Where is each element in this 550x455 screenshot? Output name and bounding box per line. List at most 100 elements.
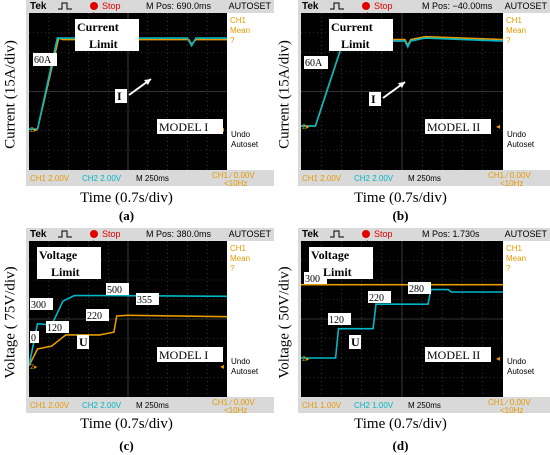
annotation-background (75, 19, 139, 51)
ch2-scale: CH2 1.00V (354, 401, 394, 410)
value-label: 300 (305, 274, 320, 285)
annotation-layer (30, 247, 223, 362)
autoset-button[interactable]: AUTOSET (504, 1, 547, 11)
trigger-level: CH1 ∕ 0.00V (212, 398, 255, 407)
annotation-background (328, 313, 351, 325)
ch1-scale: CH1 2.00V (30, 174, 70, 183)
x-axis-label: Time (0.7s/div) (80, 416, 173, 432)
timebase: M 250ms (136, 401, 169, 410)
autoset-button[interactable]: AUTOSET (504, 229, 547, 239)
x-axis-label: Time (0.7s/div) (354, 190, 447, 206)
annotation-background (157, 347, 223, 362)
scope-readout-bar: CH1 2.00V CH2 2.00V M 250ms CH1 ∕ 0.00V … (298, 172, 550, 188)
acquisition-status: Stop (374, 229, 393, 239)
measurement-value: ? (230, 264, 235, 273)
ch1-scale: CH1 2.00V (302, 174, 342, 183)
value-label: 120 (47, 323, 62, 334)
oscilloscope-display: Tek Stop M Pos: −40.00ms AUTOSET ↓ 2▸ ◂ Cu… (298, 0, 550, 188)
annotation-background (115, 89, 127, 103)
annotation-background (157, 119, 223, 134)
annotation-title-line2: Limit (323, 265, 352, 279)
trigger-readout: CH1 ∕ 0.00V <10Hz (212, 172, 255, 188)
annotation-title-line2: Limit (89, 37, 118, 51)
pointer-arrow-head (144, 79, 151, 85)
autoset-button[interactable]: AUTOSET (228, 1, 271, 11)
stop-indicator-icon (90, 230, 98, 238)
undo-label: Undo (231, 357, 251, 366)
trigger-pulse-icon (58, 230, 72, 238)
brand-label: Tek (302, 1, 319, 12)
measurement-channel: CH1 (506, 244, 523, 253)
undo-autoset-button[interactable]: Undo Autoset (507, 130, 534, 150)
annotation-background (425, 119, 491, 134)
value-label: 300 (31, 300, 46, 311)
value-label: 120 (329, 315, 344, 326)
figure-panel: Tek Stop M Pos: 1.730s AUTOSET ↓ 2▸ ◂ Volt… (276, 228, 550, 455)
annotation-background (425, 347, 491, 362)
y-axis-label: Current (15A/div) (276, 40, 293, 149)
ch2-scale: CH2 2.00V (82, 401, 122, 410)
scope-readout-bar: CH1 2.00V CH2 2.00V M 250ms CH1 ∕ 0.00V … (26, 399, 274, 415)
undo-autoset-button[interactable]: Undo Autoset (231, 357, 258, 377)
horizontal-position: M Pos: −40.00ms (422, 1, 493, 11)
undo-label: Undo (231, 130, 251, 139)
model-label: MODEL II (427, 120, 480, 134)
trigger-level-marker: ◂ (496, 354, 500, 363)
side-menu: CH1 Mean ? Undo Autoset (503, 241, 550, 397)
annotation-background (77, 335, 89, 349)
scope-status-bar: Tek Stop M Pos: −40.00ms AUTOSET ↓ (298, 0, 550, 19)
value-label: 220 (87, 311, 102, 322)
graticule (29, 241, 227, 397)
panel-caption: (d) (392, 438, 409, 453)
annotation-background (136, 293, 159, 305)
trace-marker-label: I (117, 89, 122, 103)
trigger-readout: CH1 ∕ 0.00V <10Hz (212, 399, 255, 415)
waveform-screen: 2▸ ◂ Voltage Limit MODEL I U 300 500 120 220 355 0 (29, 241, 227, 397)
horizontal-position: M Pos: 1.730s (422, 229, 480, 239)
waveform-plot: 2▸ ◂ Voltage Limit MODEL I U 300 500 120 220 355 0 (29, 241, 227, 397)
waveform-screen: 2▸ ◂ Current Limit MODEL II I 60A (301, 13, 503, 170)
value-label: 0 (31, 333, 36, 344)
annotation-background (304, 56, 328, 69)
ch1-trace (29, 314, 227, 367)
measurement-readout: CH1 Mean ? (230, 16, 250, 46)
ch1-ground-marker: 2▸ (302, 124, 310, 131)
autoset-button[interactable]: AUTOSET (228, 229, 271, 239)
annotation-title-line1: Voltage (39, 248, 78, 262)
model-label: MODEL II (427, 348, 480, 362)
side-menu: CH1 Mean ? Undo Autoset (227, 241, 274, 397)
annotation-background (37, 247, 101, 279)
undo-autoset-button[interactable]: Undo Autoset (231, 130, 258, 150)
trigger-level-marker: ◂ (496, 122, 500, 131)
panel-caption: (b) (392, 208, 409, 223)
undo-label: Undo (507, 130, 527, 139)
x-axis-label: Time (0.7s/div) (354, 416, 447, 432)
annotation-background (349, 335, 361, 349)
side-menu: CH1 Mean ? Undo Autoset (227, 13, 274, 170)
trigger-pulse-icon (58, 2, 72, 10)
trigger-level: CH1 ∕ 0.00V (488, 398, 531, 407)
limit-level-label: 60A (305, 58, 323, 69)
annotation-title-line2: Limit (51, 265, 80, 279)
stop-indicator-icon (90, 2, 98, 10)
scope-status-bar: Tek Stop M Pos: 690.0ms AUTOSET ↓ (26, 0, 274, 19)
annotation-layer (33, 19, 223, 134)
acquisition-status: Stop (374, 1, 393, 11)
undo-autoset-button[interactable]: Undo Autoset (507, 357, 534, 377)
pointer-arrow-head (398, 82, 405, 88)
value-label: 280 (409, 284, 424, 295)
measurement-type: Mean (506, 254, 527, 263)
ch1-ground-marker: 2▸ (30, 127, 38, 134)
trigger-pulse-icon (330, 230, 344, 238)
oscilloscope-display: Tek Stop M Pos: 1.730s AUTOSET ↓ 2▸ ◂ Volt… (298, 228, 550, 415)
scope-readout-bar: CH1 2.00V CH2 2.00V M 250ms CH1 ∕ 0.00V … (26, 172, 274, 188)
value-label: 355 (137, 295, 152, 306)
trigger-readout: CH1 ∕ 0.00V <10Hz (488, 399, 531, 415)
annotation-background (408, 282, 431, 294)
annotation-background (106, 283, 129, 295)
oscilloscope-display: Tek Stop M Pos: 380.0ms AUTOSET ↓ 2▸ ◂ Vol… (26, 228, 274, 415)
figure-panel: Tek Stop M Pos: −40.00ms AUTOSET ↓ 2▸ ◂ Cu… (276, 0, 550, 225)
scope-status-bar: Tek Stop M Pos: 380.0ms AUTOSET ↓ (26, 228, 274, 247)
